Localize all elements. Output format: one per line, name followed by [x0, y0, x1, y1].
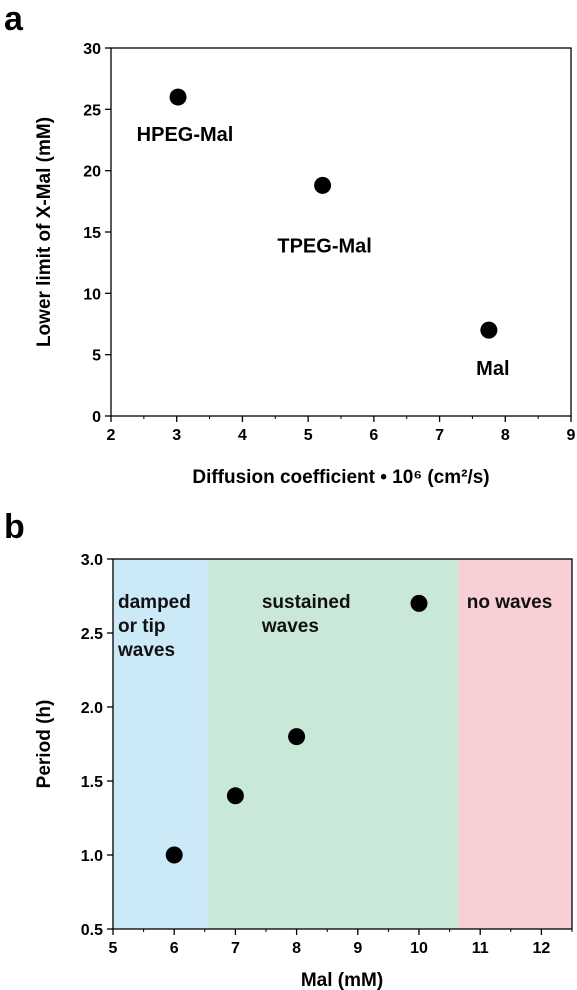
- panel-a-y-tick-label: 25: [83, 102, 101, 119]
- panel-a-x-tick-label: 3: [172, 427, 181, 444]
- panel-b-x-tick-label: 6: [170, 940, 179, 957]
- panel-a-point: [314, 176, 332, 194]
- panel-b-y-tick-label: 0.5: [81, 922, 103, 939]
- panel-b-region-2: [458, 559, 572, 929]
- panel-a-point: [480, 321, 498, 339]
- panel-b-point: [165, 846, 183, 864]
- panel-a-x-tick-label: 7: [435, 427, 444, 444]
- panel-a-y-tick-label: 5: [92, 348, 101, 365]
- panel-b-plot-frame: [112, 558, 573, 930]
- panel-a-chart: a HPEG-Mal TPEG-Mal Mal 2 3 4 5 6 7 8 9 0 5 10 15 20 25…: [4, 0, 576, 488]
- panel-b-region-0-label: waves: [117, 640, 175, 661]
- panel-a-x-tick-label: 2: [107, 427, 116, 444]
- panel-b-x-tick-label: 7: [231, 940, 240, 957]
- panel-a-y-tick-label: 0: [92, 409, 101, 426]
- panel-a-point-label: TPEG-Mal: [277, 235, 371, 257]
- panel-b-point: [226, 787, 244, 805]
- panel-b-point: [288, 728, 306, 746]
- panel-a-letter: a: [4, 0, 24, 38]
- panel-b-x-tick-label: 11: [472, 940, 489, 957]
- panel-b-x-tick-label: 12: [533, 940, 551, 957]
- panel-a-x-tick-label: 4: [238, 427, 247, 444]
- panel-a-y-tick-label: 10: [83, 286, 101, 303]
- panel-b-region-2-label: no waves: [467, 592, 553, 613]
- panel-b-y-tick-label: 2.5: [81, 626, 103, 643]
- panel-a-y-tick-label: 15: [83, 225, 101, 242]
- panel-b-letter: b: [4, 508, 25, 546]
- panel-b-chart: b damped or tip waves sustained waves no wave…: [4, 508, 573, 990]
- panel-a-y-tick-label: 30: [83, 41, 101, 58]
- panel-b-region-1-label: waves: [261, 616, 319, 637]
- panel-b-point: [410, 594, 428, 612]
- panel-b-y-tick-label: 1.0: [81, 848, 103, 865]
- panel-b-y-tick-label: 3.0: [81, 552, 103, 569]
- panel-b-region-0-label: damped: [118, 592, 191, 613]
- panel-a-x-tick-label: 5: [304, 427, 313, 444]
- panel-b-y-tick-label: 2.0: [81, 700, 103, 717]
- panel-b-region-0-label: or tip: [118, 616, 166, 637]
- panel-a-y-tick-label: 20: [83, 164, 101, 181]
- panel-a-x-tick-label: 9: [567, 427, 576, 444]
- panel-b-region-1-label: sustained: [262, 592, 351, 613]
- panel-a-point-label: Mal: [476, 358, 509, 380]
- panel-b-y-tick-label: 1.5: [81, 774, 103, 791]
- panel-a-point-label: HPEG-Mal: [137, 124, 234, 146]
- panel-a-x-axis-label: Diffusion coefficient • 10⁶ (cm²/s): [192, 467, 489, 488]
- panel-b-y-axis-label: Period (h): [34, 700, 55, 789]
- panel-b-x-tick-label: 8: [292, 940, 301, 957]
- panel-a-point: [169, 88, 187, 106]
- panel-b-region-1: [207, 559, 459, 929]
- panel-b-x-axis-label: Mal (mM): [301, 970, 383, 990]
- panel-b-region-0: [113, 559, 208, 929]
- panel-b-x-tick-label: 9: [353, 940, 362, 957]
- panel-b-x-tick-label: 5: [109, 940, 118, 957]
- panel-a-x-tick-label: 6: [369, 427, 378, 444]
- panel-b-x-tick-label: 10: [410, 940, 428, 957]
- panel-a-x-tick-label: 8: [501, 427, 510, 444]
- panel-a-y-axis-label: Lower limit of X-Mal (mM): [34, 117, 55, 347]
